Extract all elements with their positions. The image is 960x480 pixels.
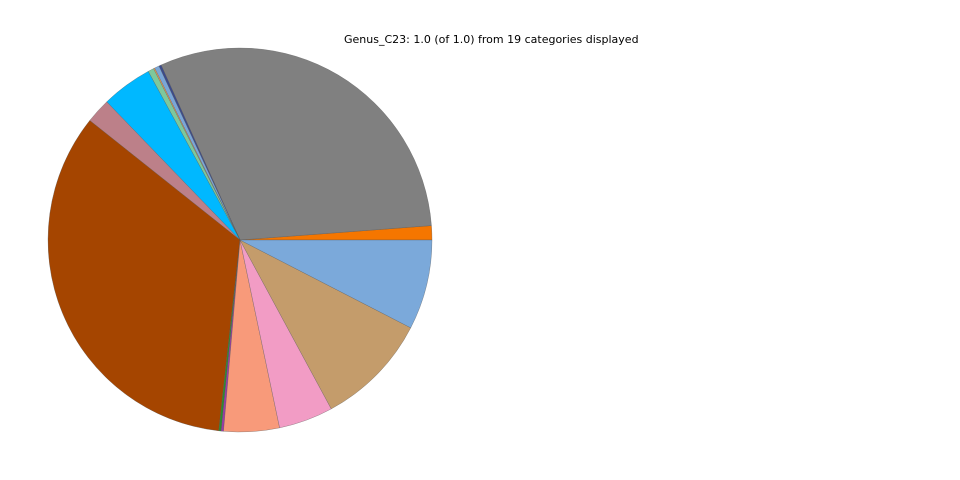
pie-slice-13 [239, 239, 411, 410]
pie-slice-14 [239, 239, 433, 329]
pie-slice-8 [47, 120, 241, 431]
chart-title: Genus_C23: 1.0 (of 1.0) from 19 categori… [344, 33, 639, 46]
pie-slice-1 [160, 47, 432, 241]
